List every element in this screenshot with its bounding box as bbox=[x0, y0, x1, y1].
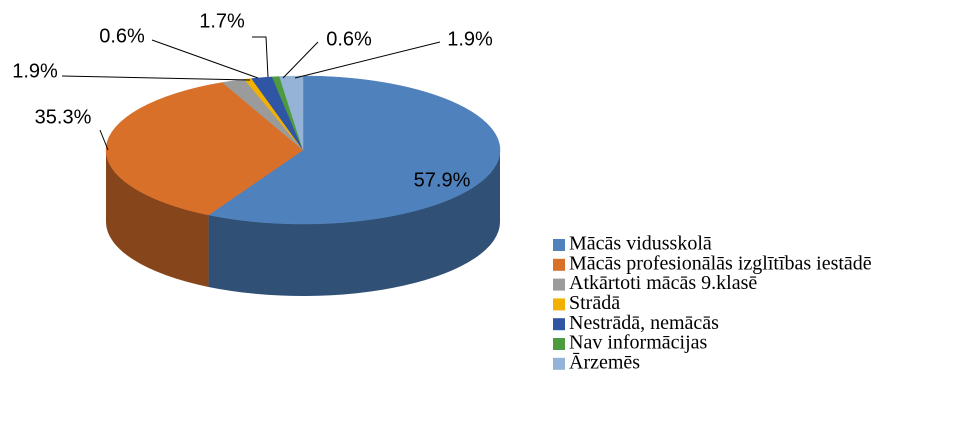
legend-label: Atkārtoti mācās 9.klasē bbox=[569, 272, 757, 294]
pie-side bbox=[106, 150, 209, 287]
legend-label: Ārzemēs bbox=[569, 351, 640, 373]
pie-slice bbox=[105, 82, 304, 216]
legend-swatch bbox=[553, 278, 565, 291]
legend-label: Mācās vidusskolā bbox=[569, 233, 712, 255]
legend-swatch bbox=[553, 258, 565, 271]
pie-side bbox=[208, 150, 500, 297]
leader-line bbox=[294, 41, 441, 79]
data-label: 1.9% bbox=[12, 60, 58, 82]
legend-label: Nestrādā, nemācās bbox=[569, 312, 719, 334]
leader-line bbox=[61, 75, 251, 81]
legend-swatch bbox=[553, 338, 565, 350]
legend-label: Mācās profesionālās izglītības iestādē bbox=[569, 252, 872, 274]
data-label: 0.6% bbox=[99, 25, 145, 47]
data-label: 1.7% bbox=[199, 10, 245, 32]
data-label: 0.6% bbox=[326, 28, 372, 50]
leader-line bbox=[282, 41, 319, 79]
legend-swatch bbox=[553, 298, 565, 311]
legend-swatch bbox=[553, 239, 565, 251]
legend-label: Nav informācijas bbox=[569, 332, 707, 354]
data-label: 35.3% bbox=[35, 106, 92, 128]
data-label: 57.9% bbox=[414, 169, 471, 191]
leader-line bbox=[99, 129, 109, 151]
legend-label: Strādā bbox=[569, 292, 620, 314]
leader-line bbox=[252, 36, 269, 78]
leader-line bbox=[151, 39, 259, 79]
data-label: 1.9% bbox=[447, 28, 493, 50]
legend-swatch bbox=[553, 318, 565, 331]
legend-swatch bbox=[553, 357, 565, 370]
pie-slice bbox=[207, 75, 501, 225]
